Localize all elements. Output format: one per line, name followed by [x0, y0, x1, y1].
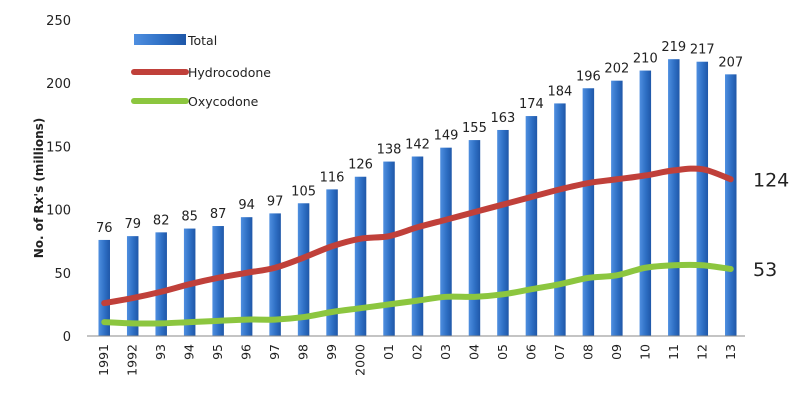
data-label-total-2000: 126	[348, 158, 373, 173]
y-tick-label: 150	[46, 140, 71, 155]
data-label-total-06: 174	[519, 97, 544, 112]
bar-total-2000	[354, 176, 367, 336]
bar-total-07	[554, 103, 566, 336]
x-tick-label: 95	[210, 344, 225, 360]
data-label-total-99: 116	[320, 170, 345, 185]
x-axis: 1991 1992 93 94 95 96 97 98 99 2000 01 02 03 04 05 06 07…	[87, 335, 745, 376]
x-tick-label: 05	[495, 344, 510, 360]
x-tick-label: 13	[723, 344, 738, 360]
end-labels: 124 53	[753, 169, 789, 281]
bar-total-13	[725, 74, 737, 337]
bar-total-99	[326, 189, 338, 336]
bar-total-05	[497, 129, 509, 336]
data-label-total-98: 105	[291, 184, 316, 199]
x-tick-label: 01	[381, 344, 396, 360]
x-tick-label: 06	[523, 344, 538, 360]
bar-total-1991	[98, 239, 110, 336]
data-label-total-1992: 79	[124, 217, 141, 232]
y-axis: 0 50 100 150 200 250	[46, 14, 71, 345]
data-label-total-08: 196	[576, 69, 601, 84]
legend-swatch-total	[134, 34, 186, 45]
bar-total-04	[468, 140, 481, 336]
data-label-total-10: 210	[633, 52, 658, 67]
data-label-total-1991: 76	[96, 221, 113, 236]
x-tick-label: 1991	[96, 344, 111, 376]
bar-total-95	[212, 226, 224, 336]
bar-total-09	[611, 80, 623, 336]
data-label-total-02: 142	[405, 138, 430, 153]
x-tick-label: 98	[296, 344, 311, 360]
data-label-total-95: 87	[210, 207, 227, 222]
data-label-total-09: 202	[604, 62, 629, 77]
x-tick-label: 02	[410, 344, 425, 360]
data-label-total-12: 217	[690, 43, 715, 58]
x-tick-label: 2000	[353, 344, 368, 376]
x-tick-label: 96	[239, 344, 254, 360]
x-tick-label: 99	[324, 344, 339, 360]
data-label-total-07: 184	[547, 84, 572, 99]
bar-total-97	[269, 213, 281, 336]
y-tick-label: 250	[46, 14, 71, 29]
legend: Total Hydrocodone Oxycodone	[131, 33, 271, 109]
x-tick-label: 04	[466, 344, 481, 360]
bar-total-11	[668, 59, 680, 337]
data-label-total-96: 94	[238, 198, 255, 213]
data-label-total-05: 163	[491, 111, 516, 126]
y-tick-label: 100	[46, 204, 71, 219]
data-label-total-04: 155	[462, 121, 487, 136]
end-label-oxycodone: 53	[753, 259, 777, 281]
data-label-total-11: 219	[661, 40, 686, 55]
y-axis-title: No. of Rx's (millions)	[32, 118, 46, 259]
data-label-total-97: 97	[267, 194, 284, 209]
x-tick-label: 1992	[125, 344, 140, 376]
bar-total-12	[696, 61, 709, 336]
y-tick-label: 50	[54, 267, 71, 282]
data-label-total-03: 149	[434, 129, 459, 144]
bar-total-1992	[126, 236, 139, 336]
y-tick-label: 200	[46, 77, 71, 92]
bar-total-10	[639, 70, 652, 336]
data-label-total-01: 138	[377, 143, 402, 158]
data-label-total-13: 207	[718, 55, 743, 70]
x-tick-label: 11	[666, 344, 681, 360]
bar-total-02	[411, 156, 424, 336]
x-tick-label: 94	[182, 344, 197, 360]
legend-label-hydrocodone: Hydrocodone	[188, 65, 271, 80]
data-label-total-93: 82	[153, 213, 170, 228]
y-axis-label: No. of Rx's (millions)	[32, 118, 46, 259]
bar-total-06	[525, 116, 538, 337]
x-tick-label: 12	[694, 344, 709, 360]
x-tick-label: 09	[609, 344, 624, 360]
x-tick-label: 07	[552, 344, 567, 360]
x-tick-label: 08	[580, 344, 595, 360]
legend-label-total: Total	[187, 33, 217, 48]
data-label-total-94: 85	[181, 210, 198, 225]
x-tick-label: 97	[267, 344, 282, 360]
bar-total-93	[155, 232, 167, 336]
bar-total-08	[582, 88, 595, 336]
x-tick-label: 03	[438, 344, 453, 360]
line-series	[101, 165, 734, 327]
end-label-hydrocodone: 124	[753, 169, 789, 191]
x-tick-label: 10	[637, 344, 652, 360]
y-tick-label: 0	[63, 330, 71, 345]
bar-total-01	[383, 161, 395, 336]
bar-total-98	[297, 203, 310, 336]
bar-total-03	[440, 147, 452, 336]
bar-total-96	[240, 217, 253, 336]
legend-label-oxycodone: Oxycodone	[188, 94, 259, 109]
x-tick-label: 93	[153, 344, 168, 360]
